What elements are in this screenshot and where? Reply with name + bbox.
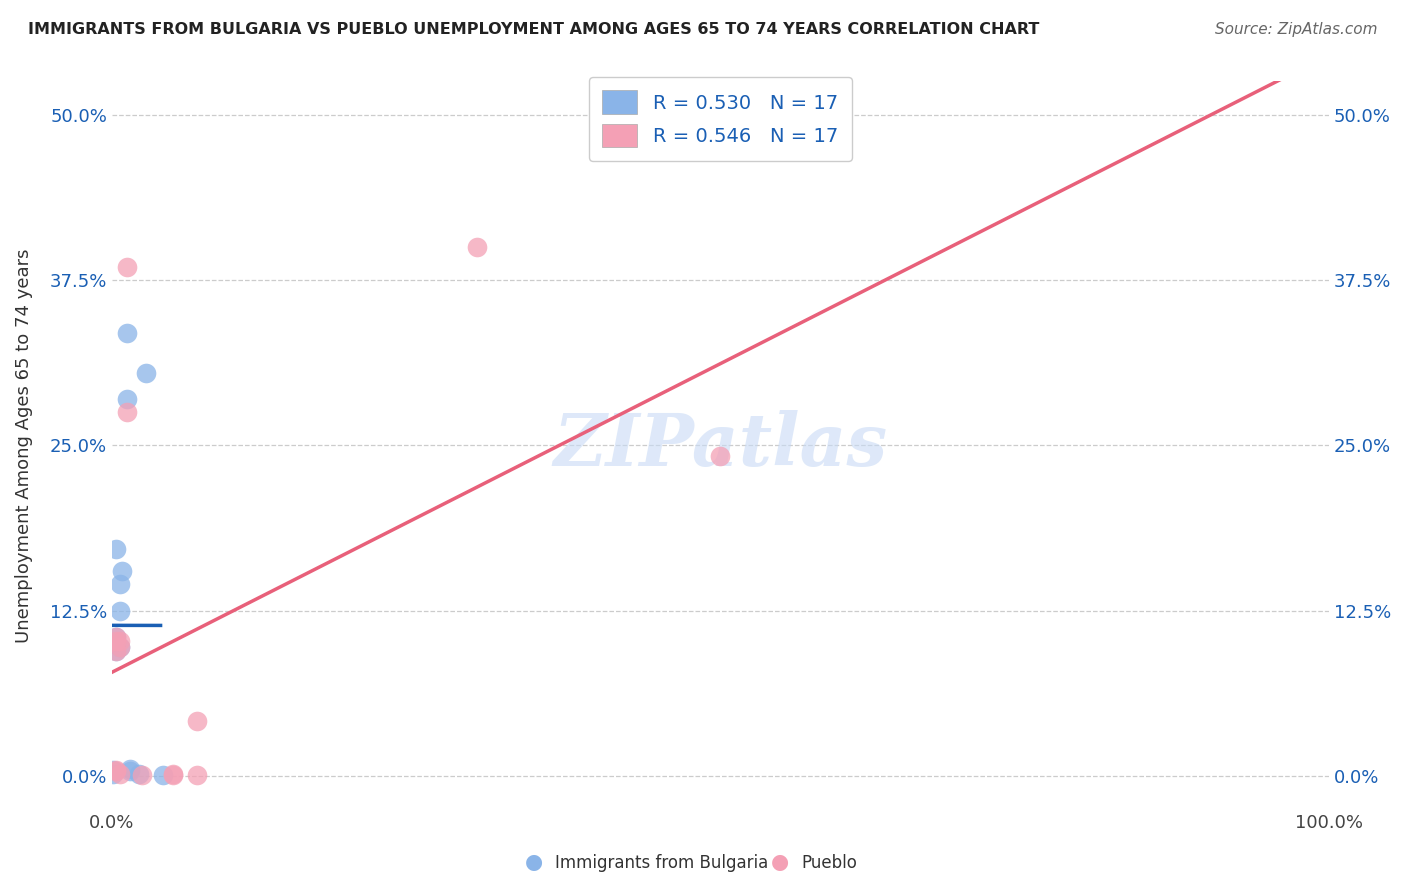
Text: Pueblo: Pueblo	[801, 855, 858, 872]
Point	[111, 564, 134, 578]
Point	[101, 766, 124, 780]
Point	[110, 640, 132, 654]
Text: ZIPatlas: ZIPatlas	[554, 410, 887, 481]
Point	[186, 714, 208, 728]
Point	[110, 640, 132, 654]
Text: Immigrants from Bulgaria: Immigrants from Bulgaria	[555, 855, 769, 872]
Point	[120, 764, 142, 779]
Y-axis label: Unemployment Among Ages 65 to 74 years: Unemployment Among Ages 65 to 74 years	[15, 248, 32, 643]
Point	[128, 766, 150, 780]
Point	[104, 541, 127, 556]
Point	[152, 768, 174, 782]
Point	[104, 637, 127, 651]
Point	[162, 766, 184, 780]
Point	[162, 768, 184, 782]
Point	[104, 763, 127, 777]
Point	[135, 366, 157, 380]
Text: Source: ZipAtlas.com: Source: ZipAtlas.com	[1215, 22, 1378, 37]
Text: ●: ●	[772, 853, 789, 872]
Point	[104, 634, 127, 648]
Point	[110, 634, 132, 648]
Point	[110, 604, 132, 618]
Text: IMMIGRANTS FROM BULGARIA VS PUEBLO UNEMPLOYMENT AMONG AGES 65 TO 74 YEARS CORREL: IMMIGRANTS FROM BULGARIA VS PUEBLO UNEMP…	[28, 22, 1039, 37]
Point	[104, 643, 127, 657]
Point	[131, 768, 153, 782]
Point	[104, 631, 127, 645]
Point	[465, 240, 488, 254]
Point	[110, 577, 132, 591]
Point	[186, 768, 208, 782]
Point	[115, 326, 138, 340]
Point	[110, 766, 132, 780]
Point	[120, 762, 142, 776]
Point	[115, 405, 138, 419]
Point	[104, 764, 127, 779]
Legend: R = 0.530   N = 17, R = 0.546   N = 17: R = 0.530 N = 17, R = 0.546 N = 17	[589, 77, 852, 161]
Point	[101, 763, 124, 777]
Point	[115, 260, 138, 274]
Point	[709, 449, 731, 463]
Point	[115, 392, 138, 406]
Point	[104, 631, 127, 645]
Point	[104, 643, 127, 657]
Text: ●: ●	[526, 853, 543, 872]
